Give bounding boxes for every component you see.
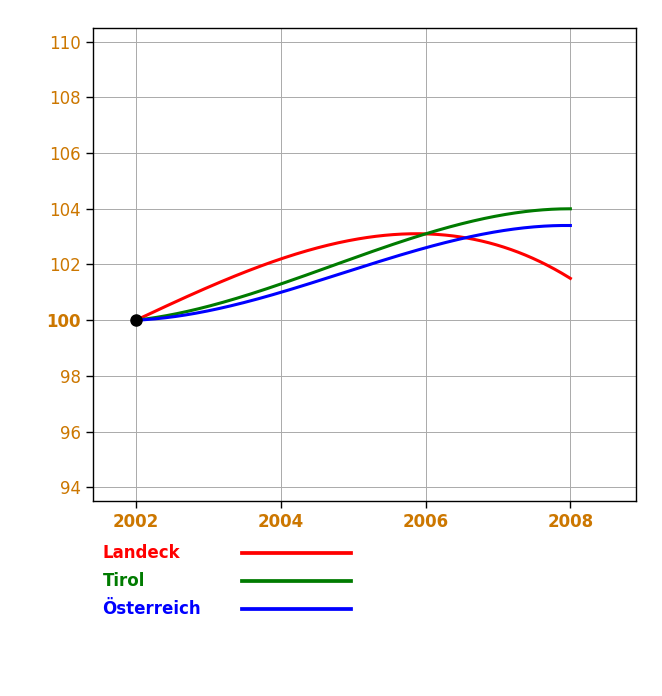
Text: Landeck: Landeck xyxy=(103,544,180,562)
Text: Österreich: Österreich xyxy=(103,600,201,618)
Text: Tirol: Tirol xyxy=(103,572,145,590)
